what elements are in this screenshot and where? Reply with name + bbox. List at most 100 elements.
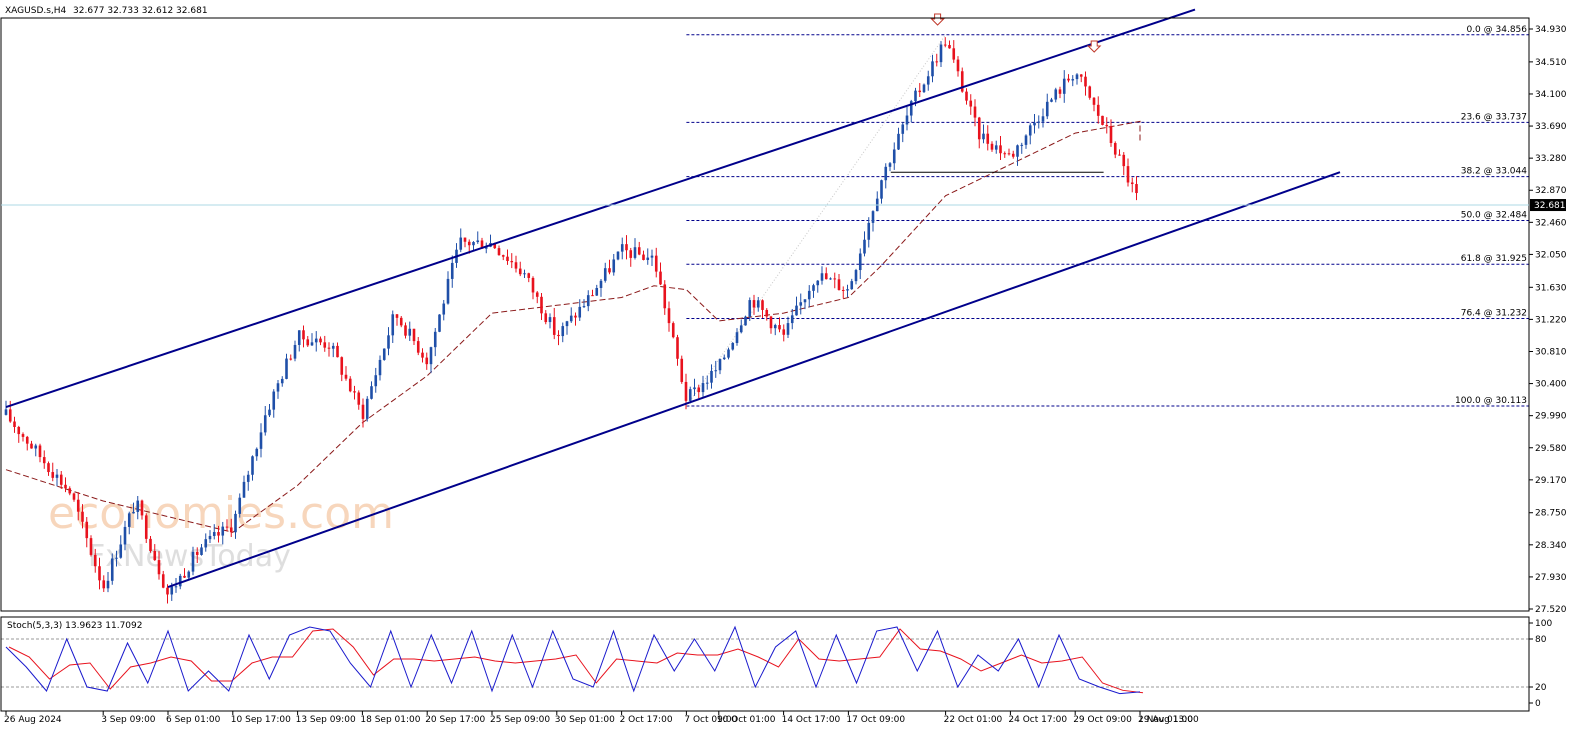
candle-body [4, 409, 8, 415]
candle-body [557, 334, 560, 337]
candle-body [1054, 89, 1058, 100]
candle-body [1105, 124, 1109, 127]
candle-body [200, 547, 203, 555]
candle-body [412, 328, 416, 342]
fib-level-label: 100.0 @ 30.113 [1455, 396, 1527, 406]
candle-body [323, 342, 327, 348]
candle-body [599, 280, 603, 288]
price-tick-label: 34.510 [1535, 58, 1567, 68]
candle-body [778, 325, 781, 330]
candle-body [76, 499, 80, 512]
candle-body [994, 145, 998, 150]
candle-body [1088, 86, 1092, 98]
candle-body [1122, 154, 1126, 167]
candle-body [289, 358, 293, 360]
candle-body [106, 580, 110, 589]
time-tick-label: 14 Oct 17:00 [782, 715, 841, 725]
candle-body [782, 329, 786, 335]
candle-body [119, 544, 123, 558]
time-tick-label: 26 Aug 2024 [4, 715, 62, 725]
candle-body [965, 91, 968, 101]
watermark-economies: economies.com [48, 488, 394, 539]
candle-body [1109, 126, 1113, 144]
candle-body [110, 558, 114, 581]
candle-body [132, 511, 135, 514]
candle-body [374, 375, 378, 387]
candle-body [331, 345, 335, 349]
candle-body [293, 344, 297, 359]
candle-body [344, 374, 348, 379]
candle-body [357, 392, 361, 405]
candle-body [408, 328, 412, 336]
price-tick-label: 27.520 [1535, 605, 1567, 615]
candle-body [582, 306, 586, 308]
stochastic-title: Stoch(5,3,3) 13.9623 11.7092 [7, 621, 142, 631]
candle-body [302, 330, 305, 340]
candle-body [548, 317, 552, 323]
top-arrow-icon [1086, 40, 1102, 53]
price-tick-label: 28.340 [1535, 541, 1567, 551]
time-tick-label: 29 Aug 13:00 [1138, 715, 1199, 725]
candle-body [591, 295, 594, 297]
candle-body [846, 289, 849, 291]
candle-body [276, 383, 280, 392]
candle-body [909, 101, 913, 116]
candle-body [72, 493, 76, 500]
candle-body [13, 421, 16, 427]
candle-body [493, 242, 497, 249]
candle-body [608, 268, 611, 273]
time-tick-label: 7 Oct 09:00 [684, 715, 737, 725]
watermark-fxnewstoday: FxNewsToday [88, 539, 291, 574]
candle-body [765, 309, 769, 317]
candle-body [1037, 121, 1041, 123]
current-price-label: 32.681 [1534, 201, 1566, 211]
time-tick-label: 10 Sep 17:00 [231, 715, 291, 725]
candle-body [255, 448, 259, 457]
stochastic-panel [1, 625, 1529, 695]
candle-body [799, 302, 803, 306]
candle-body [442, 303, 446, 315]
candle-body [897, 133, 900, 150]
candle-body [25, 436, 29, 444]
candle-body [637, 247, 641, 255]
candle-body [888, 163, 892, 167]
candle-body [829, 278, 832, 280]
candle-body [306, 339, 310, 346]
candle-body [238, 497, 242, 514]
price-panel-frame [0, 17, 1530, 612]
price-tick-label: 32.870 [1535, 186, 1567, 196]
candle-body [221, 526, 225, 536]
candle-body [701, 383, 705, 393]
candle-body [540, 296, 543, 314]
candle-body [310, 342, 314, 346]
candle-body [161, 574, 165, 588]
candle-body [30, 443, 33, 449]
candle-body [578, 306, 582, 318]
time-tick-label: 13 Sep 09:00 [296, 715, 356, 725]
candle-body [680, 358, 684, 382]
price-channel [5, 8, 1341, 589]
candle-body [1130, 182, 1134, 185]
candle-body [336, 345, 339, 358]
candles [4, 37, 1138, 604]
time-tick-label: 1 Nov 01:00 [1138, 715, 1193, 725]
candle-body [926, 76, 930, 85]
candle-body [501, 255, 505, 257]
price-tick-label: 33.280 [1535, 154, 1567, 164]
candle-body [871, 211, 875, 223]
candle-body [1118, 154, 1121, 156]
candle-body [64, 484, 67, 489]
time-tick-label: 30 Sep 01:00 [555, 715, 615, 725]
candle-body [1096, 104, 1100, 116]
candle-body [174, 586, 178, 588]
ohlc-label: 32.677 32.733 32.612 32.681 [73, 6, 208, 16]
candle-body [531, 277, 535, 293]
candle-body [892, 149, 896, 164]
candle-body [667, 308, 671, 324]
candle-body [544, 313, 548, 323]
candle-body [1011, 153, 1015, 157]
candle-body [81, 511, 84, 522]
candle-body [880, 180, 883, 199]
candle-body [1092, 97, 1096, 105]
